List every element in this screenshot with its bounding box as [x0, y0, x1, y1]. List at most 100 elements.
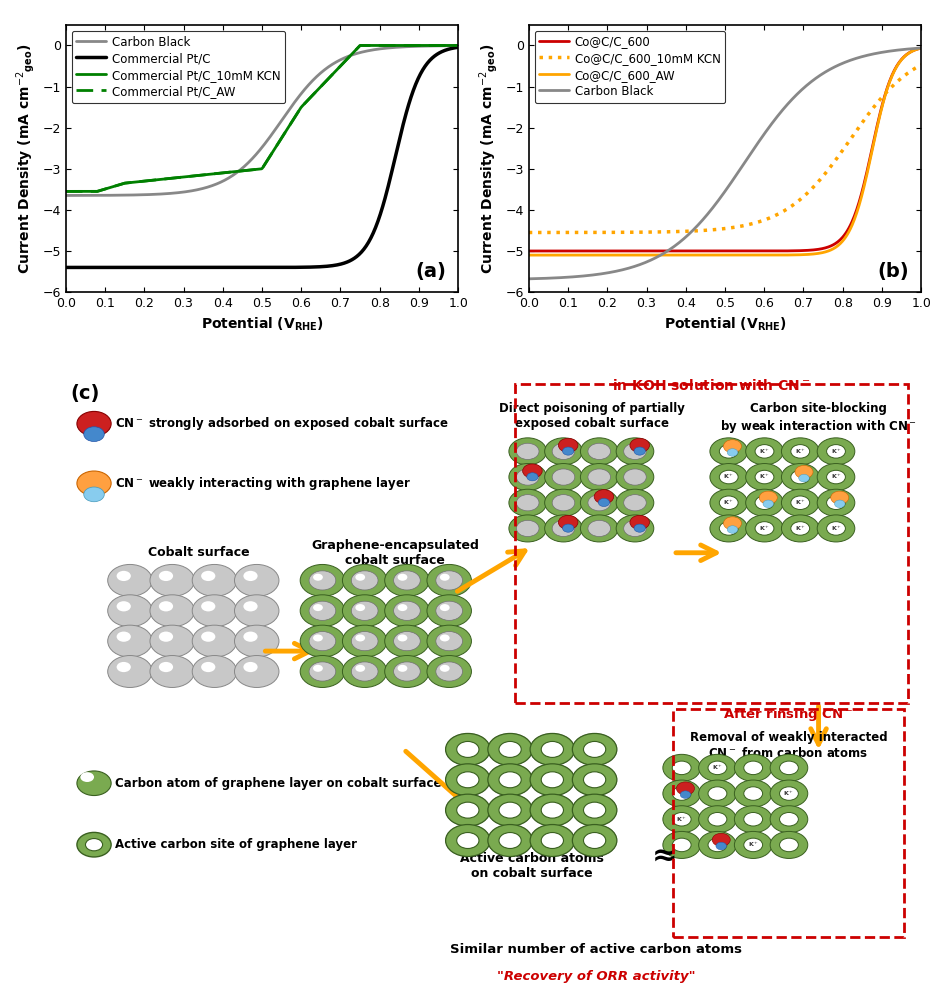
- Circle shape: [446, 794, 490, 826]
- Circle shape: [499, 741, 521, 757]
- Circle shape: [117, 631, 131, 641]
- Commercial Pt/C: [443, 43, 454, 55]
- Circle shape: [616, 515, 654, 542]
- Commercial Pt/C_10mM KCN: [355, 40, 367, 52]
- Circle shape: [499, 802, 521, 818]
- Commercial Pt/C_10mM KCN: [60, 185, 71, 197]
- Carbon Black: [246, 152, 258, 164]
- Circle shape: [77, 411, 111, 436]
- Co@C/C_600: [906, 45, 917, 57]
- Circle shape: [201, 631, 215, 641]
- Text: K$^+$: K$^+$: [783, 789, 794, 798]
- Line: Commercial Pt/C: Commercial Pt/C: [66, 47, 458, 268]
- Circle shape: [624, 443, 647, 459]
- Circle shape: [663, 780, 700, 807]
- Circle shape: [352, 631, 378, 650]
- Text: Carbon site-blocking
by weak interaction with CN$^-$: Carbon site-blocking by weak interaction…: [720, 402, 917, 434]
- Circle shape: [663, 806, 700, 833]
- Circle shape: [663, 754, 700, 782]
- Co@C/C_600: [916, 42, 927, 54]
- Circle shape: [745, 515, 783, 542]
- Line: Co@C/C_600_AW: Co@C/C_600_AW: [529, 48, 921, 255]
- Circle shape: [755, 470, 774, 484]
- Text: Carbon atom of graphene layer on cobalt surface: Carbon atom of graphene layer on cobalt …: [115, 777, 441, 790]
- Circle shape: [446, 825, 490, 857]
- Circle shape: [541, 741, 563, 757]
- Circle shape: [201, 602, 215, 612]
- Circle shape: [572, 764, 617, 796]
- Circle shape: [446, 733, 490, 765]
- Text: (a): (a): [415, 262, 446, 282]
- Circle shape: [192, 625, 237, 657]
- Circle shape: [624, 495, 647, 511]
- Circle shape: [427, 655, 472, 687]
- Co@C/C_600_AW: [757, 249, 768, 261]
- Text: K$^+$: K$^+$: [831, 524, 841, 533]
- Circle shape: [594, 490, 614, 504]
- Circle shape: [572, 733, 617, 765]
- Circle shape: [117, 602, 131, 612]
- Circle shape: [243, 662, 258, 672]
- Circle shape: [799, 474, 809, 482]
- Circle shape: [572, 825, 617, 857]
- Circle shape: [826, 444, 845, 458]
- Circle shape: [719, 522, 738, 535]
- Circle shape: [624, 520, 647, 537]
- Circle shape: [355, 634, 365, 641]
- Circle shape: [398, 604, 407, 612]
- Circle shape: [826, 496, 845, 510]
- Circle shape: [384, 625, 430, 657]
- Commercial Pt/C: [249, 262, 260, 274]
- Circle shape: [744, 813, 762, 826]
- Co@C/C_600_10mM KCN: [712, 223, 723, 235]
- Text: Active carbon site of graphene layer: Active carbon site of graphene layer: [115, 839, 356, 852]
- Circle shape: [394, 631, 420, 650]
- Co@C/C_600_10mM KCN: [845, 133, 856, 145]
- Circle shape: [755, 444, 774, 458]
- Circle shape: [572, 764, 617, 796]
- Circle shape: [681, 791, 691, 799]
- Circle shape: [698, 754, 736, 782]
- Commercial Pt/C_10mM KCN: [383, 40, 394, 52]
- Co@C/C_600_10mM KCN: [906, 65, 917, 77]
- Circle shape: [791, 470, 809, 484]
- Circle shape: [734, 806, 772, 833]
- Carbon Black: [524, 273, 535, 285]
- Text: in KOH solution with CN$^-$: in KOH solution with CN$^-$: [613, 377, 811, 392]
- Co@C/C_600_AW: [735, 249, 746, 261]
- Circle shape: [779, 813, 798, 826]
- Circle shape: [831, 491, 849, 504]
- Co@C/C_600_10mM KCN: [710, 223, 721, 235]
- Circle shape: [763, 500, 774, 508]
- Circle shape: [760, 491, 777, 504]
- Text: K$^+$: K$^+$: [723, 498, 734, 507]
- Circle shape: [728, 526, 738, 533]
- Circle shape: [150, 625, 195, 657]
- Circle shape: [516, 520, 539, 537]
- Circle shape: [234, 655, 279, 687]
- Circle shape: [779, 839, 798, 852]
- Circle shape: [672, 761, 691, 775]
- Circle shape: [234, 625, 279, 657]
- Circle shape: [159, 571, 173, 581]
- Circle shape: [108, 565, 152, 597]
- Text: CN$^-$ strongly adsorbed on exposed cobalt surface: CN$^-$ strongly adsorbed on exposed coba…: [115, 415, 448, 432]
- Circle shape: [457, 772, 479, 788]
- Circle shape: [544, 489, 582, 516]
- Text: K$^+$: K$^+$: [795, 447, 806, 456]
- Circle shape: [488, 764, 532, 796]
- Circle shape: [580, 438, 618, 465]
- Circle shape: [530, 825, 574, 857]
- Circle shape: [313, 604, 322, 612]
- Commercial Pt/C_10mM KCN: [293, 105, 305, 117]
- Circle shape: [440, 634, 449, 641]
- Circle shape: [342, 625, 387, 657]
- Circle shape: [352, 602, 378, 621]
- Circle shape: [499, 772, 521, 788]
- Co@C/C_600_AW: [906, 46, 917, 58]
- Carbon Black: [60, 189, 71, 201]
- Carbon Black: [382, 42, 393, 54]
- Circle shape: [616, 489, 654, 516]
- Commercial Pt/C_10mM KCN: [444, 40, 455, 52]
- Text: Similar number of active carbon atoms: Similar number of active carbon atoms: [450, 942, 743, 956]
